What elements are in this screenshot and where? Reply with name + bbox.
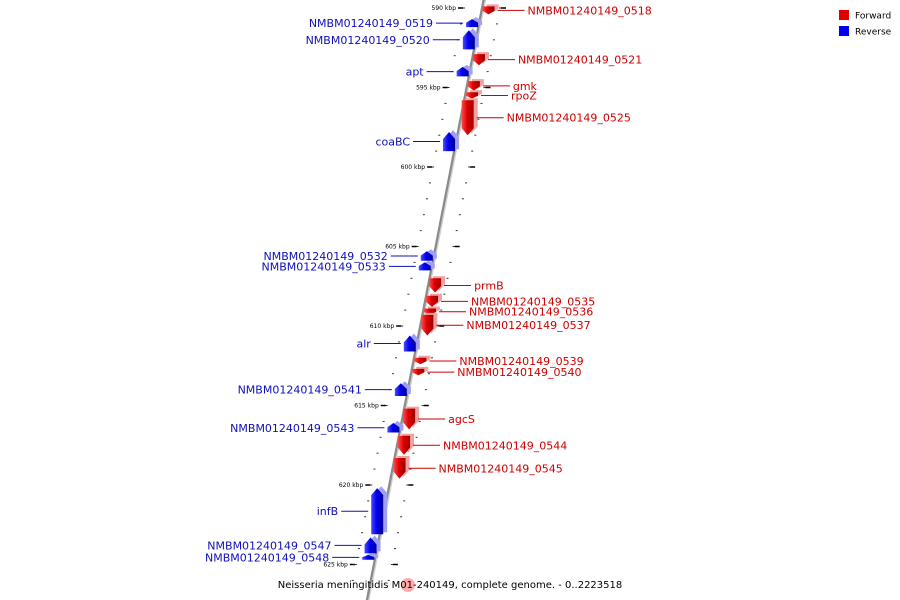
gene-arrow[interactable] (393, 457, 406, 479)
gene-arrow[interactable] (362, 554, 375, 560)
gene-label: infB (317, 505, 338, 518)
gene-label: NMBM01240149_0544 (443, 439, 567, 452)
gene-arrow[interactable] (466, 92, 479, 99)
gene-nmbm01240149_0541[interactable] (394, 381, 411, 396)
gene-labels: NMBM01240149_0518 NMBM01240149_0519 NMBM01… (205, 4, 652, 564)
gene-nmbm01240149_0518[interactable] (482, 4, 499, 15)
caption-marker (401, 578, 415, 592)
gene-arrow[interactable] (429, 278, 442, 293)
gene-arrow[interactable] (371, 488, 384, 535)
gene-arrow[interactable] (421, 314, 434, 336)
gene-rpoz[interactable] (466, 90, 483, 99)
gene-label: NMBM01240149_0521 (518, 54, 642, 67)
gene-arrow[interactable] (461, 100, 474, 136)
tick-label: 595 kbp (416, 85, 441, 92)
tick-label: 610 kbp (370, 323, 395, 330)
gene-arrow[interactable] (403, 335, 416, 352)
gene-apt[interactable] (456, 64, 473, 77)
gene-label: NMBM01240149_0543 (230, 422, 354, 435)
gene-nmbm01240149_0548[interactable] (362, 552, 379, 560)
genome-caption: Neisseria meningitidis M01-240149, compl… (278, 580, 623, 591)
gene-label: NMBM01240149_0539 (459, 355, 583, 368)
legend-label-reverse: Reverse (855, 28, 892, 38)
tick-label: 620 kbp (339, 482, 364, 489)
gene-arrow[interactable] (472, 54, 485, 66)
gene-nmbm01240149_0543[interactable] (387, 420, 404, 433)
gene-nmbm01240149_0520[interactable] (462, 28, 479, 50)
gene-nmbm01240149_0525[interactable] (461, 98, 478, 136)
gene-arrow[interactable] (412, 368, 425, 376)
gene-label: rpoZ (511, 89, 537, 102)
gene-arrow[interactable] (462, 30, 475, 50)
scale-ticks: 590 kbp 595 kbp 600 kbp 605 kbp 610 kbp 615 k… (323, 5, 506, 581)
strand-legend: Forward Reverse (839, 10, 892, 38)
gene-arrow[interactable] (425, 295, 438, 307)
tick-label: 590 kbp (432, 5, 457, 12)
gene-label: NMBM01240149_0533 (262, 260, 386, 273)
gene-arrow[interactable] (456, 66, 469, 77)
gene-label: NMBM01240149_0540 (457, 366, 581, 379)
gene-label: NMBM01240149_0519 (309, 17, 433, 30)
tick-label: 625 kbp (323, 562, 348, 569)
gene-label: NMBM01240149_0536 (469, 306, 593, 319)
gene-arrow[interactable] (418, 262, 431, 271)
gene-coabc[interactable] (443, 130, 460, 152)
gene-nmbm01240149_0521[interactable] (472, 52, 489, 66)
gene-label: NMBM01240149_0541 (238, 384, 362, 397)
gene-arrow[interactable] (467, 81, 480, 91)
gene-label: alr (356, 337, 371, 350)
gene-prmb[interactable] (429, 276, 446, 293)
gene-arrow[interactable] (482, 6, 495, 15)
gene-arrow[interactable] (443, 132, 456, 152)
gene-arrow[interactable] (364, 537, 377, 554)
legend-swatch-reverse (839, 26, 849, 36)
legend-swatch-forward (839, 10, 849, 20)
gene-nmbm01240149_0532[interactable] (420, 249, 437, 261)
gene-arrow[interactable] (403, 408, 416, 430)
tick-label: 615 kbp (354, 403, 379, 410)
gene-gmk[interactable] (467, 79, 484, 91)
gene-arrow[interactable] (466, 19, 479, 28)
gene-agcs[interactable] (403, 406, 420, 430)
gene-arrow[interactable] (387, 422, 400, 433)
gene-label: NMBM01240149_0525 (507, 112, 631, 125)
gene-infb[interactable] (371, 486, 388, 535)
legend-label-forward: Forward (855, 12, 891, 22)
gene-label: agcS (448, 413, 475, 426)
tick-label: 605 kbp (385, 244, 410, 251)
gene-label: coaBC (375, 136, 410, 149)
gene-label: NMBM01240149_0535 (471, 295, 595, 308)
gene-nmbm01240149_0544[interactable] (398, 433, 415, 455)
gene-label: gmk (513, 80, 538, 93)
gene-nmbm01240149_0537[interactable] (421, 312, 438, 336)
gene-arrow[interactable] (398, 435, 411, 455)
gene-label: NMBM01240149_0532 (264, 250, 388, 263)
gene-label: NMBM01240149_0537 (466, 319, 590, 332)
gene-nmbm01240149_0539[interactable] (414, 355, 431, 365)
gene-nmbm01240149_0545[interactable] (393, 455, 410, 479)
gene-arrow[interactable] (414, 357, 427, 365)
gene-arrow[interactable] (394, 383, 407, 396)
gene-label: NMBM01240149_0548 (205, 551, 329, 564)
gene-nmbm01240149_0547[interactable] (364, 535, 381, 554)
tick-label: 600 kbp (401, 164, 426, 171)
gene-label: prmB (474, 279, 504, 292)
gene-label: NMBM01240149_0518 (528, 4, 652, 17)
gene-nmbm01240149_0540[interactable] (412, 366, 429, 376)
gene-features (362, 4, 499, 560)
gene-nmbm01240149_0535[interactable] (425, 293, 442, 307)
gene-nmbm01240149_0533[interactable] (418, 260, 435, 271)
gene-alr[interactable] (403, 333, 420, 352)
gene-label: NMBM01240149_0545 (439, 462, 563, 475)
gene-label: NMBM01240149_0547 (207, 539, 331, 552)
gene-label: NMBM01240149_0520 (306, 34, 430, 47)
gene-nmbm01240149_0519[interactable] (466, 17, 483, 28)
gene-arrow[interactable] (420, 251, 433, 261)
gene-label: apt (406, 66, 425, 79)
